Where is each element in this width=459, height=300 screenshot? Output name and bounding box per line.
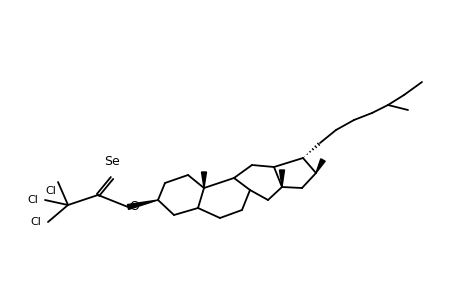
Polygon shape — [279, 170, 284, 187]
Text: Cl: Cl — [30, 217, 41, 227]
Polygon shape — [201, 172, 206, 188]
Polygon shape — [127, 200, 157, 209]
Text: O: O — [129, 200, 139, 212]
Polygon shape — [315, 159, 325, 173]
Text: Cl: Cl — [45, 186, 56, 196]
Text: Se: Se — [104, 155, 120, 168]
Text: Cl: Cl — [27, 195, 38, 205]
